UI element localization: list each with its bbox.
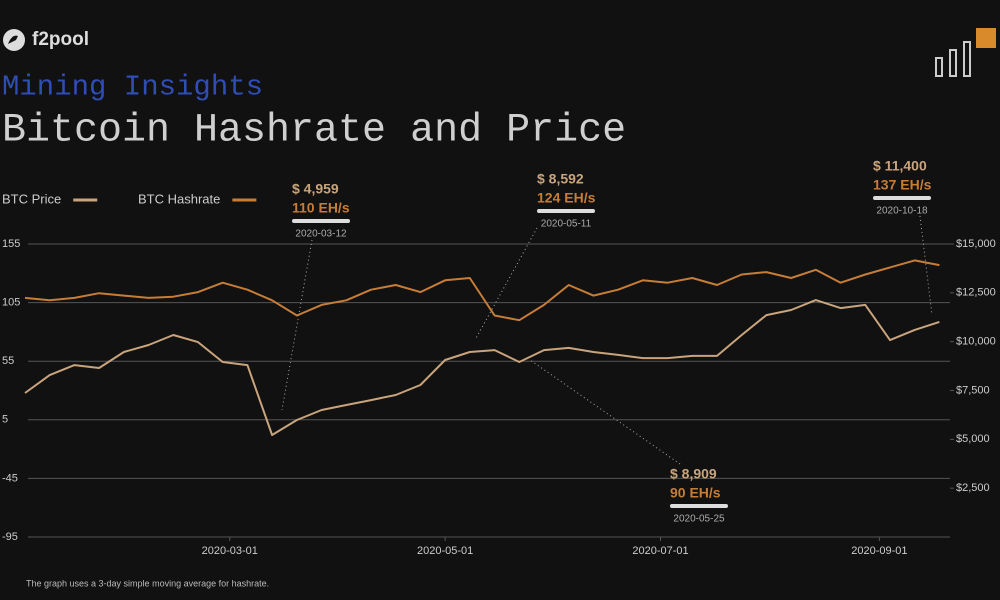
icon-bar (935, 57, 943, 77)
annotation-underline (292, 219, 350, 223)
series-line (24, 259, 940, 322)
series-line (24, 299, 940, 436)
y-tick-label: -45 (2, 472, 18, 484)
y2-tick-label: $7,500 (956, 384, 990, 396)
logo-mark (8, 35, 18, 44)
annotation-underline (873, 196, 931, 200)
annotation-underline (670, 504, 728, 508)
annotation-price: $ 11,400 (873, 158, 927, 174)
icon-bar (949, 49, 957, 77)
annotation-connector (281, 239, 313, 411)
annotation-connector (919, 215, 933, 316)
icon-bar (963, 41, 971, 77)
legend-label: BTC Hashrate (138, 191, 220, 206)
annotation-price: $ 8,909 (670, 466, 717, 482)
chart-title: Bitcoin Hashrate and Price (2, 109, 626, 154)
annotation-connector (474, 227, 538, 341)
y2-tick-label: $15,000 (956, 238, 996, 250)
footnote: The graph uses a 3-day simple moving ave… (26, 578, 269, 588)
y-tick-label: 105 (2, 297, 20, 309)
annotation-hashrate: 124 EH/s (537, 190, 596, 206)
chart-subtitle: Mining Insights (2, 71, 263, 104)
logo: f2pool (3, 29, 89, 51)
annotation-connector (529, 359, 681, 465)
annotation-date: 2020-05-11 (541, 219, 592, 230)
x-tick-label: 2020-09-01 (851, 545, 907, 557)
annotation-date: 2020-10-18 (876, 206, 928, 217)
annotation-underline (537, 209, 595, 213)
x-tick-label: 2020-07-01 (632, 545, 688, 557)
y-tick-label: 155 (2, 238, 20, 250)
annotation-price: $ 4,959 (292, 181, 339, 197)
x-tick-label: 2020-03-01 (202, 545, 258, 557)
y2-tick-label: $5,000 (956, 433, 990, 445)
y-tick-label: 5 (2, 414, 8, 426)
annotation-date: 2020-05-25 (673, 514, 725, 525)
annotation-price: $ 8,592 (537, 171, 584, 187)
y-tick-label: 55 (2, 355, 14, 367)
annotation-hashrate: 110 EH/s (292, 200, 350, 216)
annotation-hashrate: 137 EH/s (873, 177, 932, 193)
y2-tick-label: $10,000 (956, 336, 996, 348)
annotation-date: 2020-03-12 (295, 229, 347, 240)
brand: f2pool (32, 29, 89, 50)
y2-tick-label: $2,500 (956, 482, 990, 494)
y2-tick-label: $12,500 (956, 287, 996, 299)
annotation-hashrate: 90 EH/s (670, 485, 721, 501)
legend-label: BTC Price (2, 191, 61, 206)
icon-coin (976, 28, 996, 48)
corner-icon (935, 28, 996, 77)
x-tick-label: 2020-05-01 (417, 545, 473, 557)
y-tick-label: -95 (2, 531, 18, 543)
